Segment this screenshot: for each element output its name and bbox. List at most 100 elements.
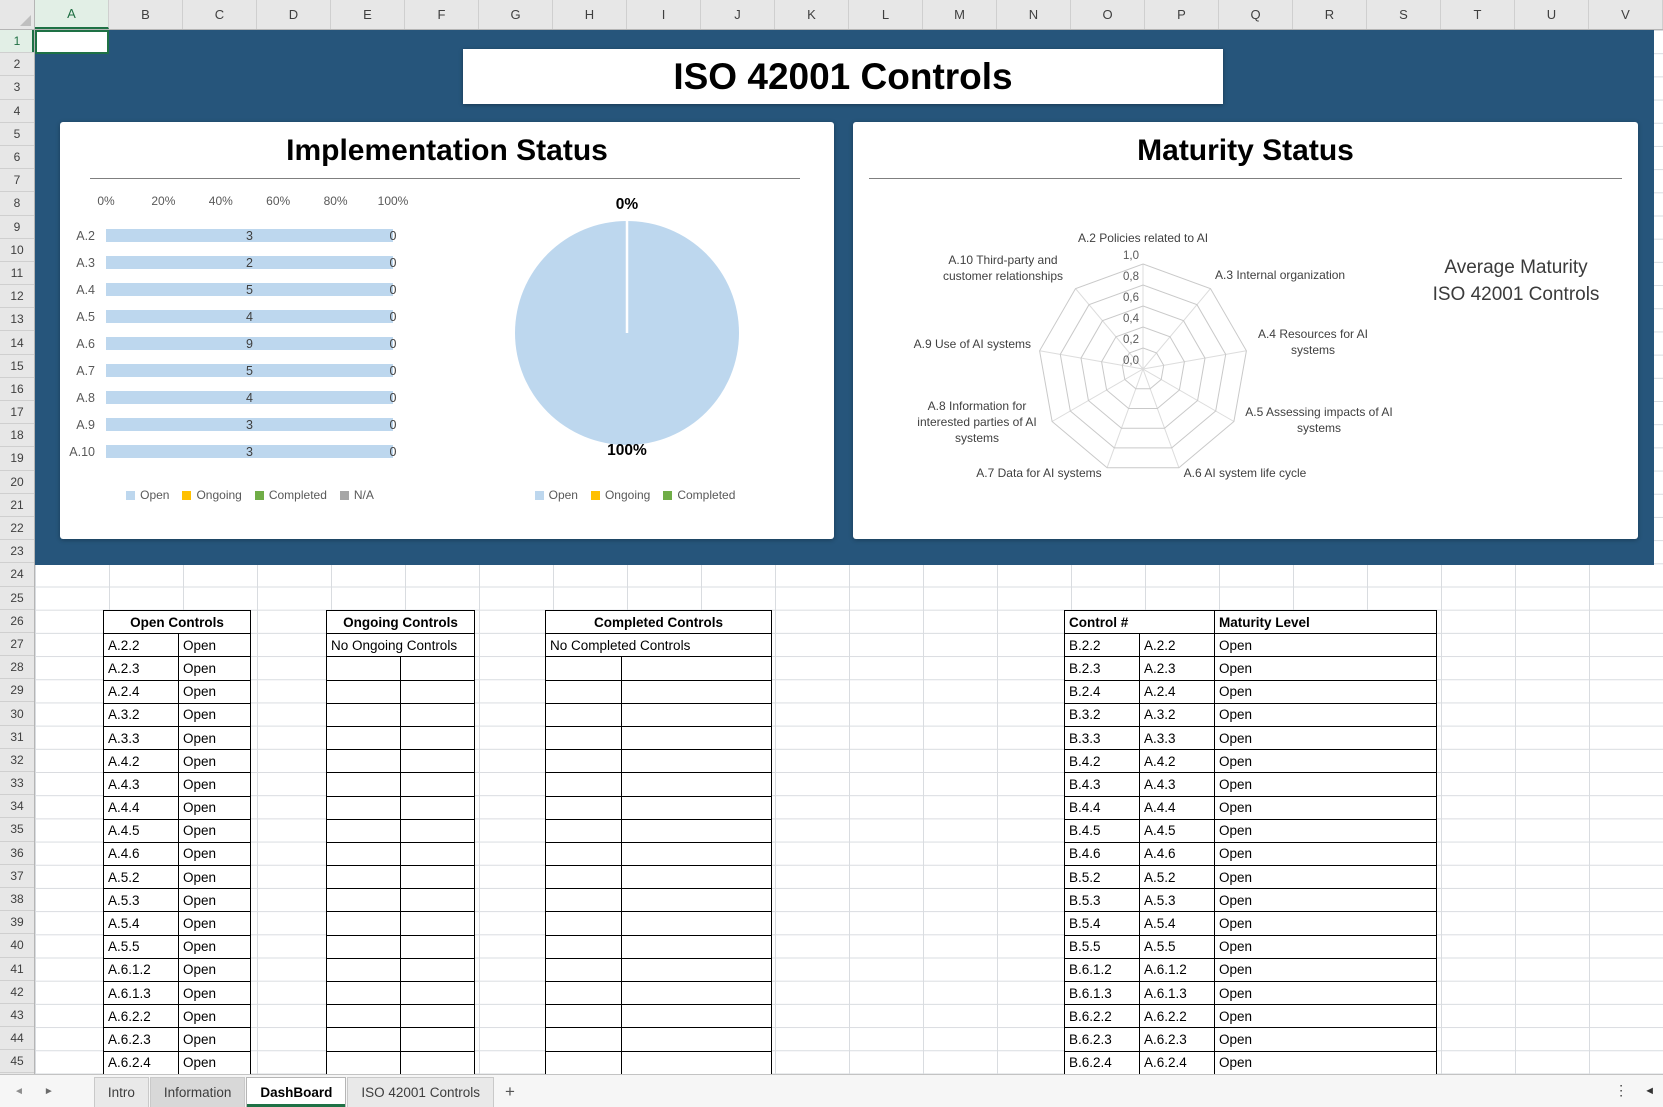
empty-message-cell[interactable]: No Ongoing Controls xyxy=(325,633,476,658)
status-cell[interactable]: Open xyxy=(178,1050,251,1075)
blank-cell[interactable] xyxy=(545,934,622,959)
maturity-level-cell[interactable]: Open xyxy=(1214,865,1437,890)
blank-cell[interactable] xyxy=(545,888,622,913)
control-b-cell[interactable]: B.4.5 xyxy=(1064,818,1140,843)
status-cell[interactable]: Open xyxy=(178,656,251,681)
column-header-G[interactable]: G xyxy=(479,0,553,29)
control-id-cell[interactable]: A.5.4 xyxy=(103,911,179,936)
control-id-cell[interactable]: A.4.5 xyxy=(103,818,179,843)
control-b-cell[interactable]: B.6.2.2 xyxy=(1064,1004,1140,1029)
blank-cell[interactable] xyxy=(545,772,622,797)
control-id-cell[interactable]: A.6.1.2 xyxy=(103,957,179,983)
control-a-cell[interactable]: A.6.2.4 xyxy=(1139,1050,1215,1075)
blank-cell[interactable] xyxy=(399,679,476,704)
maturity-level-cell[interactable]: Open xyxy=(1214,888,1437,913)
column-header-F[interactable]: F xyxy=(405,0,479,29)
row-header-20[interactable]: 20 xyxy=(0,471,34,494)
row-header-11[interactable]: 11 xyxy=(0,262,34,286)
control-id-cell[interactable]: A.2.4 xyxy=(103,679,179,704)
blank-cell[interactable] xyxy=(545,702,622,727)
row-header-30[interactable]: 30 xyxy=(0,702,34,726)
blank-cell[interactable] xyxy=(545,980,622,1006)
control-b-cell[interactable]: B.3.3 xyxy=(1064,725,1140,751)
status-cell[interactable]: Open xyxy=(178,911,251,936)
blank-cell[interactable] xyxy=(399,980,476,1006)
blank-cell[interactable] xyxy=(399,795,476,820)
blank-cell[interactable] xyxy=(399,702,476,727)
sheet-tab-dashboard[interactable]: DashBoard xyxy=(246,1077,347,1107)
maturity-level-cell[interactable]: Open xyxy=(1214,841,1437,867)
row-header-9[interactable]: 9 xyxy=(0,216,34,239)
column-header-H[interactable]: H xyxy=(553,0,627,29)
maturity-level-cell[interactable]: Open xyxy=(1214,911,1437,936)
control-b-cell[interactable]: B.4.4 xyxy=(1064,795,1140,820)
blank-cell[interactable] xyxy=(326,911,401,936)
blank-cell[interactable] xyxy=(326,772,401,797)
sheet-nav-right-icon[interactable]: ► xyxy=(43,1085,54,1097)
control-a-cell[interactable]: A.5.5 xyxy=(1139,934,1215,959)
blank-cell[interactable] xyxy=(326,818,401,843)
blank-cell[interactable] xyxy=(545,749,622,774)
maturity-level-cell[interactable]: Open xyxy=(1214,725,1437,751)
maturity-level-cell[interactable]: Open xyxy=(1214,957,1437,983)
row-header-34[interactable]: 34 xyxy=(0,795,34,819)
blank-cell[interactable] xyxy=(620,772,773,797)
blank-cell[interactable] xyxy=(326,888,401,913)
row-header-32[interactable]: 32 xyxy=(0,749,34,772)
status-cell[interactable]: Open xyxy=(178,865,251,890)
control-a-cell[interactable]: A.2.4 xyxy=(1139,679,1215,704)
row-header-16[interactable]: 16 xyxy=(0,378,34,401)
row-header-1[interactable]: 1 xyxy=(0,30,34,54)
column-header-R[interactable]: R xyxy=(1293,0,1367,29)
row-header-42[interactable]: 42 xyxy=(0,981,34,1004)
control-a-cell[interactable]: A.5.2 xyxy=(1139,865,1215,890)
row-header-26[interactable]: 26 xyxy=(0,610,34,633)
column-header-V[interactable]: V xyxy=(1589,0,1663,29)
column-header-D[interactable]: D xyxy=(257,0,331,29)
tab-menu-icon[interactable]: ⋮ xyxy=(1614,1082,1629,1098)
control-a-cell[interactable]: A.6.2.3 xyxy=(1139,1027,1215,1052)
blank-cell[interactable] xyxy=(399,1050,476,1075)
blank-cell[interactable] xyxy=(545,679,622,704)
blank-cell[interactable] xyxy=(620,888,773,913)
row-header-4[interactable]: 4 xyxy=(0,100,34,123)
selected-cell-a1[interactable] xyxy=(35,30,109,54)
maturity-level-cell[interactable]: Open xyxy=(1214,702,1437,727)
column-header-P[interactable]: P xyxy=(1145,0,1219,29)
control-id-cell[interactable]: A.2.3 xyxy=(103,656,179,681)
control-b-cell[interactable]: B.6.1.3 xyxy=(1064,980,1140,1006)
control-a-cell[interactable]: A.5.4 xyxy=(1139,911,1215,936)
blank-cell[interactable] xyxy=(620,1050,773,1075)
blank-cell[interactable] xyxy=(399,934,476,959)
column-header-Q[interactable]: Q xyxy=(1219,0,1293,29)
blank-cell[interactable] xyxy=(326,795,401,820)
control-id-cell[interactable]: A.3.2 xyxy=(103,702,179,727)
row-header-21[interactable]: 21 xyxy=(0,494,34,517)
control-id-cell[interactable]: A.5.3 xyxy=(103,888,179,913)
control-a-cell[interactable]: A.5.3 xyxy=(1139,888,1215,913)
blank-cell[interactable] xyxy=(545,957,622,983)
blank-cell[interactable] xyxy=(545,841,622,867)
row-header-22[interactable]: 22 xyxy=(0,517,34,541)
blank-cell[interactable] xyxy=(326,702,401,727)
row-header-2[interactable]: 2 xyxy=(0,53,34,77)
row-header-14[interactable]: 14 xyxy=(0,331,34,355)
blank-cell[interactable] xyxy=(620,679,773,704)
blank-cell[interactable] xyxy=(620,934,773,959)
blank-cell[interactable] xyxy=(326,656,401,681)
blank-cell[interactable] xyxy=(399,888,476,913)
status-cell[interactable]: Open xyxy=(178,1027,251,1052)
blank-cell[interactable] xyxy=(545,1004,622,1029)
control-a-cell[interactable]: A.2.3 xyxy=(1139,656,1215,681)
maturity-level-cell[interactable]: Open xyxy=(1214,1050,1437,1075)
blank-cell[interactable] xyxy=(399,841,476,867)
maturity-header-control[interactable]: Control # xyxy=(1064,609,1215,635)
control-a-cell[interactable]: A.3.2 xyxy=(1139,702,1215,727)
blank-cell[interactable] xyxy=(326,841,401,867)
maturity-level-cell[interactable]: Open xyxy=(1214,749,1437,774)
row-header-35[interactable]: 35 xyxy=(0,818,34,842)
status-cell[interactable]: Open xyxy=(178,679,251,704)
column-header-E[interactable]: E xyxy=(331,0,405,29)
row-header-37[interactable]: 37 xyxy=(0,865,34,888)
control-a-cell[interactable]: A.3.3 xyxy=(1139,725,1215,751)
